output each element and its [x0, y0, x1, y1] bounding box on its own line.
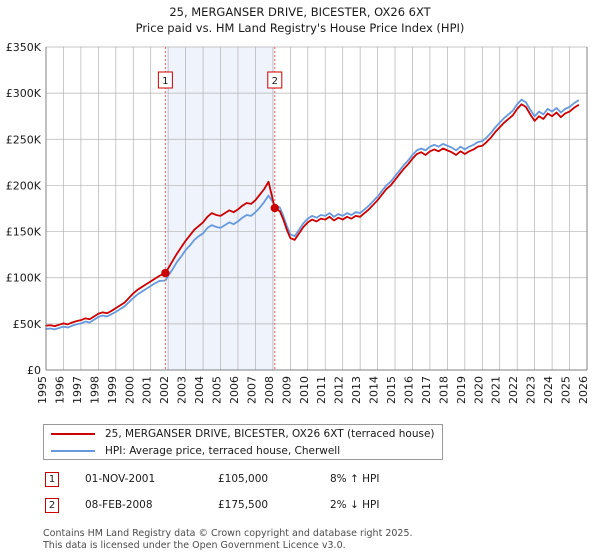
y-axis-tick-label: £0 — [27, 364, 41, 377]
sale-badge-2: 2 — [45, 498, 59, 513]
sale-marker-badge-label: 2 — [272, 76, 278, 87]
table-row: 1 01-NOV-2001 £105,000 8% ↑ HPI — [43, 470, 463, 496]
y-axis-tick-label: £150K — [6, 226, 42, 239]
table-row: 2 08-FEB-2008 £175,500 2% ↓ HPI — [43, 496, 463, 522]
x-axis-tick-label: 2012 — [333, 376, 346, 404]
x-axis-tick-label: 1999 — [106, 376, 119, 404]
x-axis-tick-label: 2003 — [176, 376, 189, 404]
y-axis-tick-label: £350K — [6, 41, 42, 54]
x-axis-tick-label: 2010 — [298, 376, 311, 404]
footer-line-1: Contains HM Land Registry data © Crown c… — [43, 528, 413, 539]
x-axis-tick-label: 2018 — [437, 376, 450, 404]
sale-marker-dot — [161, 268, 170, 278]
page-title: 25, MERGANSER DRIVE, BICESTER, OX26 6XT — [169, 5, 431, 19]
x-axis-tick-label: 2022 — [507, 376, 520, 404]
series-line-hpi — [45, 98, 580, 331]
x-axis-tick-label: 1995 — [36, 376, 49, 404]
x-axis-tick-label: 2004 — [193, 376, 206, 404]
x-axis-tick-label: 2009 — [280, 376, 293, 404]
x-axis-tick-label: 2013 — [350, 376, 363, 404]
x-axis-tick-label: 2016 — [402, 376, 415, 404]
legend-entry-hpi: HPI: Average price, terraced house, Cher… — [44, 442, 340, 460]
sale-marker-badge — [267, 71, 283, 89]
y-axis-tick-label: £200K — [6, 179, 42, 192]
legend-swatch-hpi — [51, 450, 95, 452]
x-axis-tick-label: 1997 — [71, 376, 84, 404]
x-axis-tick-label: 2007 — [245, 376, 258, 404]
sales-table: 1 01-NOV-2001 £105,000 8% ↑ HPI 2 08-FEB… — [43, 470, 463, 522]
x-axis-tick-label: 2001 — [141, 376, 154, 404]
y-axis-tick-label: £250K — [6, 133, 42, 146]
x-axis-tick-label: 2024 — [542, 376, 555, 404]
x-axis-tick-label: 2008 — [263, 376, 276, 404]
x-axis-tick-label: 2005 — [211, 376, 224, 404]
sale-price-2: £175,500 — [218, 499, 269, 511]
sale-hpi-delta-1: 8% ↑ HPI — [330, 473, 380, 485]
y-axis-tick-label: £100K — [6, 272, 42, 285]
x-axis-tick-label: 2011 — [315, 376, 328, 404]
x-axis-tick-label: 1996 — [53, 376, 66, 404]
x-axis-tick-label: 2002 — [158, 376, 171, 404]
y-axis-tick-label: £300K — [6, 87, 42, 100]
x-axis-tick-label: 2023 — [525, 376, 538, 404]
copyright-footer: Contains HM Land Registry data © Crown c… — [43, 528, 583, 551]
y-axis-tick-label: £50K — [13, 318, 42, 331]
x-axis-tick-label: 2017 — [420, 376, 433, 404]
sale-price-1: £105,000 — [218, 473, 269, 485]
x-axis-tick-label: 2006 — [228, 376, 241, 404]
sale-marker-badge-label: 1 — [162, 76, 168, 87]
hpi-line-chart: £0 £50K £100K £150K £200K £250K £300K £350K 1995… — [6, 41, 590, 404]
title-block: 25, MERGANSER DRIVE, BICESTER, OX26 6XT … — [0, 4, 600, 36]
x-axis-tick-label: 2021 — [490, 376, 503, 404]
sale-marker-dot — [270, 203, 279, 213]
legend-label-price-paid: 25, MERGANSER DRIVE, BICESTER, OX26 6XT … — [105, 428, 435, 440]
x-axis-tick-label: 2015 — [385, 376, 398, 404]
x-axis-tick-label: 2000 — [123, 376, 136, 404]
legend-entry-price-paid: 25, MERGANSER DRIVE, BICESTER, OX26 6XT … — [44, 425, 435, 443]
page-subtitle: Price paid vs. HM Land Registry's House … — [135, 21, 465, 35]
series-line-price-paid — [45, 103, 580, 328]
footer-line-2: This data is licensed under the Open Gov… — [43, 539, 346, 551]
legend-label-hpi: HPI: Average price, terraced house, Cher… — [105, 445, 341, 457]
legend-swatch-price-paid — [51, 433, 95, 435]
sale-marker-badge — [157, 71, 173, 89]
x-axis-tick-label: 2014 — [368, 376, 381, 404]
highlight-band — [165, 47, 275, 370]
x-axis-tick-label: 1998 — [88, 376, 101, 404]
sale-date-1: 01-NOV-2001 — [85, 473, 156, 485]
sale-date-2: 08-FEB-2008 — [85, 499, 153, 511]
x-axis-tick-label: 2025 — [560, 376, 573, 404]
x-axis-tick-label: 2019 — [455, 376, 468, 404]
sale-badge-1: 1 — [45, 472, 59, 487]
sale-hpi-delta-2: 2% ↓ HPI — [330, 499, 380, 511]
x-axis-tick-label: 2020 — [472, 376, 485, 404]
x-axis-tick-label: 2026 — [577, 376, 590, 404]
chart-legend: 25, MERGANSER DRIVE, BICESTER, OX26 6XT … — [43, 424, 443, 460]
